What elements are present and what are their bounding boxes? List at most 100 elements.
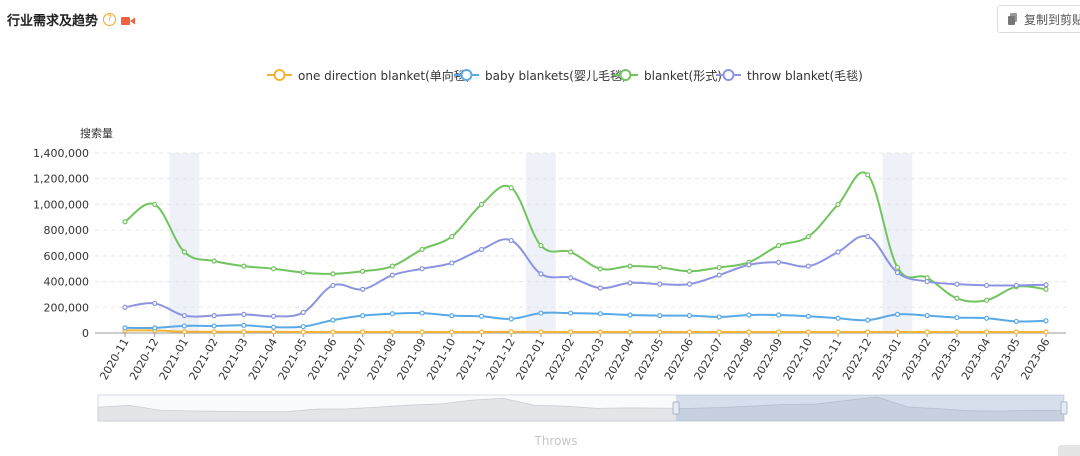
series-point[interactable] — [1043, 318, 1049, 324]
series-point[interactable] — [1043, 286, 1049, 292]
series-point[interactable] — [686, 281, 693, 287]
collapse-tab[interactable] — [1058, 445, 1080, 456]
series-point[interactable] — [776, 312, 782, 318]
series-point[interactable] — [657, 281, 663, 287]
series-point[interactable] — [152, 300, 158, 307]
series-point[interactable] — [597, 266, 603, 272]
series-point[interactable] — [805, 233, 811, 240]
series-point[interactable] — [508, 185, 514, 191]
series-point[interactable] — [716, 314, 722, 320]
series-point[interactable] — [746, 262, 752, 268]
series-point[interactable] — [597, 311, 603, 317]
series-point[interactable] — [835, 329, 841, 335]
series-point[interactable] — [776, 242, 782, 249]
series-point[interactable] — [983, 315, 990, 321]
series-point[interactable] — [835, 249, 841, 255]
series-point[interactable] — [122, 304, 128, 310]
series-point[interactable] — [983, 297, 990, 303]
series-point[interactable] — [270, 329, 277, 335]
series-point[interactable] — [894, 311, 901, 317]
series-point[interactable] — [924, 278, 930, 285]
series-point[interactable] — [865, 317, 871, 323]
series-point[interactable] — [211, 258, 217, 264]
series-point[interactable] — [478, 246, 485, 253]
series-point[interactable] — [538, 271, 544, 277]
series-point[interactable] — [241, 329, 247, 335]
series-point[interactable] — [538, 329, 544, 335]
legend-item[interactable]: one direction blanket(单向毯) — [267, 66, 470, 84]
series-point[interactable] — [360, 313, 366, 319]
series-point[interactable] — [389, 329, 395, 335]
series-point[interactable] — [597, 285, 603, 291]
series-point[interactable] — [181, 249, 188, 255]
series-point[interactable] — [122, 219, 128, 225]
data-zoom-end-handle[interactable] — [1060, 401, 1068, 415]
series-point[interactable] — [746, 312, 752, 318]
series-point[interactable] — [924, 313, 930, 319]
help-icon[interactable]: ? — [103, 13, 117, 26]
series-point[interactable] — [686, 329, 693, 335]
series-point[interactable] — [954, 314, 960, 321]
series-point[interactable] — [805, 263, 811, 269]
series-point[interactable] — [627, 312, 633, 318]
series-point[interactable] — [360, 286, 366, 292]
series-point[interactable] — [419, 329, 425, 335]
series-point[interactable] — [181, 323, 188, 329]
series-point[interactable] — [330, 282, 336, 289]
series-point[interactable] — [152, 325, 158, 331]
series-point[interactable] — [686, 268, 693, 274]
series-point[interactable] — [508, 316, 514, 322]
series-point[interactable] — [360, 329, 366, 335]
copy-to-clipboard-button[interactable]: 复制到剪贴板 — [997, 5, 1080, 33]
series-point[interactable] — [865, 172, 871, 178]
series-point[interactable] — [954, 329, 960, 335]
series-point[interactable] — [835, 201, 841, 208]
series-point[interactable] — [270, 266, 277, 272]
series-point[interactable] — [894, 269, 901, 276]
series-point[interactable] — [270, 324, 277, 330]
series-point[interactable] — [686, 313, 693, 319]
video-camera-icon[interactable] — [121, 15, 136, 25]
series-point[interactable] — [419, 266, 425, 272]
series-point[interactable] — [300, 309, 306, 316]
legend-item[interactable]: throw blanket(毛毯) — [716, 66, 863, 84]
series-point[interactable] — [389, 311, 395, 317]
series-point[interactable] — [122, 325, 128, 331]
series-point[interactable] — [330, 317, 336, 323]
series-point[interactable] — [716, 329, 722, 335]
data-zoom-selection[interactable] — [676, 395, 1064, 421]
series-line-2[interactable] — [124, 171, 1047, 303]
series-point[interactable] — [1043, 282, 1049, 288]
series-point[interactable] — [1013, 318, 1019, 325]
series-point[interactable] — [360, 268, 366, 274]
series-point[interactable] — [865, 233, 871, 240]
series-point[interactable] — [211, 313, 217, 319]
series-line-0[interactable] — [124, 329, 1046, 333]
data-zoom-start-handle[interactable] — [672, 401, 680, 415]
series-point[interactable] — [954, 281, 960, 287]
series-point[interactable] — [181, 329, 188, 335]
series-point[interactable] — [211, 323, 217, 329]
series-point[interactable] — [716, 272, 722, 278]
series-point[interactable] — [181, 313, 188, 319]
series-point[interactable] — [449, 313, 455, 319]
series-point[interactable] — [1013, 282, 1019, 289]
series-point[interactable] — [983, 329, 990, 335]
series-point[interactable] — [627, 280, 633, 286]
series-point[interactable] — [657, 313, 663, 319]
series-point[interactable] — [865, 329, 871, 335]
series-point[interactable] — [300, 323, 306, 330]
series-point[interactable] — [776, 259, 782, 265]
series-point[interactable] — [627, 329, 633, 335]
series-line-3[interactable] — [124, 234, 1047, 318]
series-point[interactable] — [152, 201, 158, 208]
series-point[interactable] — [568, 249, 574, 255]
series-point[interactable] — [894, 264, 901, 271]
legend-item[interactable]: blanket(形式) — [613, 66, 722, 84]
series-point[interactable] — [478, 313, 485, 319]
series-point[interactable] — [568, 275, 574, 281]
series-point[interactable] — [568, 310, 574, 316]
series-point[interactable] — [449, 329, 455, 335]
series-point[interactable] — [330, 271, 336, 277]
series-point[interactable] — [835, 315, 841, 321]
